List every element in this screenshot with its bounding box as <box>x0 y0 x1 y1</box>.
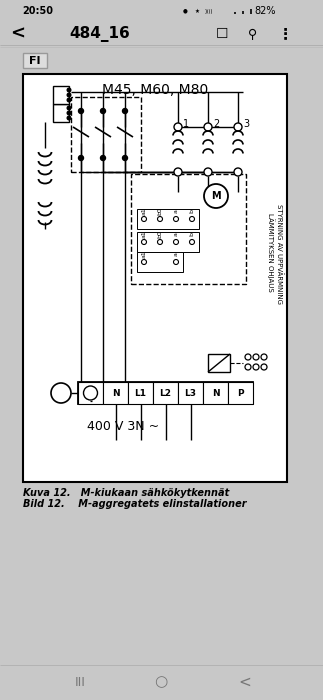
Circle shape <box>245 354 251 360</box>
Text: b0: b0 <box>158 207 162 215</box>
Text: a: a <box>173 209 179 213</box>
Text: <: < <box>239 675 251 690</box>
Text: M45, M60, M80: M45, M60, M80 <box>102 83 208 97</box>
Bar <box>23 53 47 68</box>
Text: b: b <box>190 209 194 213</box>
Bar <box>53 104 69 122</box>
Text: M: M <box>211 191 221 201</box>
Text: III: III <box>75 676 86 689</box>
Circle shape <box>67 93 71 97</box>
Text: ⋮: ⋮ <box>277 27 293 41</box>
Circle shape <box>173 260 179 265</box>
Text: 484_16: 484_16 <box>70 26 130 42</box>
Bar <box>128 382 153 404</box>
Text: ★: ★ <box>194 8 199 13</box>
Text: 82%: 82% <box>254 6 276 16</box>
Bar <box>178 382 203 404</box>
Text: )))): )))) <box>205 8 213 13</box>
Text: 3: 3 <box>243 119 249 129</box>
Circle shape <box>67 88 71 92</box>
Circle shape <box>234 123 242 131</box>
Text: <: < <box>11 25 26 43</box>
Bar <box>53 86 69 104</box>
Circle shape <box>51 383 71 403</box>
Circle shape <box>261 354 267 360</box>
Circle shape <box>78 108 84 113</box>
Circle shape <box>253 354 259 360</box>
Circle shape <box>190 239 194 244</box>
Text: a: a <box>173 252 179 256</box>
Text: L3: L3 <box>184 389 196 398</box>
Text: b0: b0 <box>158 230 162 238</box>
Bar <box>228 382 253 404</box>
Text: L2: L2 <box>160 389 172 398</box>
Text: Bild 12.    M-aggregatets elinstallationer: Bild 12. M-aggregatets elinstallationer <box>23 499 246 509</box>
Text: STYRNING AV UPPVÄRMNING: STYRNING AV UPPVÄRMNING <box>276 204 282 304</box>
Circle shape <box>100 108 106 113</box>
Text: a1: a1 <box>141 207 147 215</box>
Bar <box>23 74 287 482</box>
Circle shape <box>253 364 259 370</box>
Bar <box>131 174 246 284</box>
Bar <box>137 252 183 272</box>
Circle shape <box>100 155 106 160</box>
Text: N: N <box>112 389 119 398</box>
Text: ●: ● <box>182 8 187 13</box>
Circle shape <box>261 364 267 370</box>
Circle shape <box>67 98 71 102</box>
Circle shape <box>141 239 147 244</box>
Circle shape <box>122 108 128 113</box>
Text: 20:50: 20:50 <box>22 6 53 16</box>
Bar <box>78 382 253 404</box>
Circle shape <box>204 168 212 176</box>
Circle shape <box>173 239 179 244</box>
Circle shape <box>158 239 162 244</box>
Text: a1: a1 <box>141 230 147 238</box>
Circle shape <box>67 111 71 115</box>
Circle shape <box>204 123 212 131</box>
Bar <box>203 382 228 404</box>
Circle shape <box>122 155 128 160</box>
Circle shape <box>141 216 147 221</box>
Bar <box>208 354 230 372</box>
Text: b: b <box>190 232 194 236</box>
Circle shape <box>245 364 251 370</box>
Bar <box>0 22 323 45</box>
Text: a1: a1 <box>141 250 147 258</box>
Circle shape <box>174 123 182 131</box>
Text: N: N <box>212 389 219 398</box>
Text: P: P <box>237 389 244 398</box>
Circle shape <box>190 216 194 221</box>
Circle shape <box>141 260 147 265</box>
Circle shape <box>174 168 182 176</box>
Bar <box>137 232 199 252</box>
Circle shape <box>234 168 242 176</box>
Bar <box>103 382 128 404</box>
Bar <box>0 0 323 22</box>
Text: 400 V 3N ~: 400 V 3N ~ <box>87 421 159 433</box>
Bar <box>137 209 199 229</box>
Circle shape <box>67 116 71 120</box>
Text: ○: ○ <box>154 675 168 690</box>
Text: LÄMMITYKSEN OHJAUS: LÄMMITYKSEN OHJAUS <box>267 213 275 291</box>
Text: L1: L1 <box>134 389 147 398</box>
Circle shape <box>204 184 228 208</box>
Bar <box>153 382 178 404</box>
Text: ⚲: ⚲ <box>248 27 257 41</box>
Text: 2: 2 <box>213 119 219 129</box>
Text: ☐: ☐ <box>216 27 228 41</box>
Text: 1: 1 <box>183 119 189 129</box>
Text: Kuva 12.   M-kiukaan sähkökytkennät: Kuva 12. M-kiukaan sähkökytkennät <box>23 488 229 498</box>
Text: a: a <box>173 232 179 236</box>
Circle shape <box>67 106 71 110</box>
Bar <box>71 97 141 172</box>
Circle shape <box>158 216 162 221</box>
Text: FI: FI <box>29 56 41 66</box>
Circle shape <box>84 386 98 400</box>
Circle shape <box>78 155 84 160</box>
Bar <box>78 382 103 404</box>
Circle shape <box>173 216 179 221</box>
